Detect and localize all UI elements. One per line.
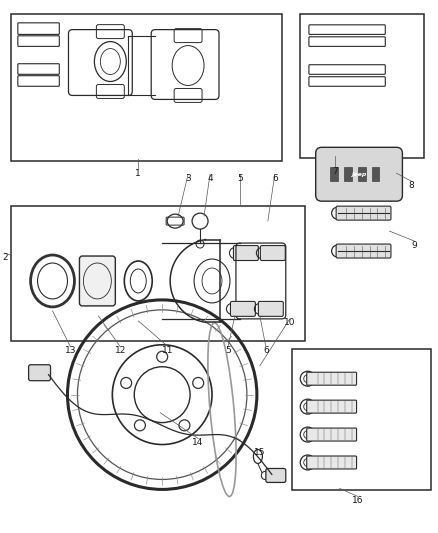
Text: 9: 9 bbox=[412, 240, 417, 249]
Text: 4: 4 bbox=[207, 174, 213, 183]
Text: 12: 12 bbox=[115, 346, 126, 356]
Text: 5: 5 bbox=[237, 174, 243, 183]
Text: 10: 10 bbox=[284, 318, 296, 327]
Bar bbox=[11, 14, 282, 161]
Text: 6: 6 bbox=[263, 346, 269, 356]
Text: 7: 7 bbox=[332, 167, 338, 176]
FancyBboxPatch shape bbox=[79, 256, 115, 306]
FancyBboxPatch shape bbox=[336, 206, 391, 220]
FancyBboxPatch shape bbox=[233, 246, 258, 261]
Bar bbox=[371, 167, 379, 181]
Text: 1: 1 bbox=[135, 169, 141, 177]
FancyBboxPatch shape bbox=[336, 244, 391, 258]
Text: 8: 8 bbox=[409, 181, 414, 190]
Text: 13: 13 bbox=[65, 346, 76, 356]
Bar bbox=[11, 206, 305, 341]
Bar bbox=[292, 349, 431, 490]
Bar bbox=[330, 167, 338, 181]
FancyBboxPatch shape bbox=[316, 147, 403, 201]
Bar bbox=[357, 167, 366, 181]
FancyBboxPatch shape bbox=[28, 365, 50, 381]
Bar bbox=[343, 167, 352, 181]
Text: Jeep: Jeep bbox=[351, 172, 367, 177]
FancyBboxPatch shape bbox=[307, 428, 357, 441]
Text: 2: 2 bbox=[2, 253, 7, 262]
FancyBboxPatch shape bbox=[266, 469, 286, 482]
Text: 6: 6 bbox=[272, 174, 278, 183]
Text: 3: 3 bbox=[185, 174, 191, 183]
FancyBboxPatch shape bbox=[258, 301, 283, 317]
Text: 14: 14 bbox=[192, 438, 204, 447]
Text: 5: 5 bbox=[225, 346, 231, 356]
Text: 15: 15 bbox=[254, 448, 265, 457]
Text: 11: 11 bbox=[162, 346, 174, 356]
Bar bbox=[300, 14, 424, 158]
FancyBboxPatch shape bbox=[230, 301, 255, 317]
Text: 16: 16 bbox=[352, 496, 363, 505]
FancyBboxPatch shape bbox=[307, 456, 357, 469]
FancyBboxPatch shape bbox=[260, 246, 285, 261]
FancyBboxPatch shape bbox=[307, 400, 357, 413]
FancyBboxPatch shape bbox=[307, 372, 357, 385]
